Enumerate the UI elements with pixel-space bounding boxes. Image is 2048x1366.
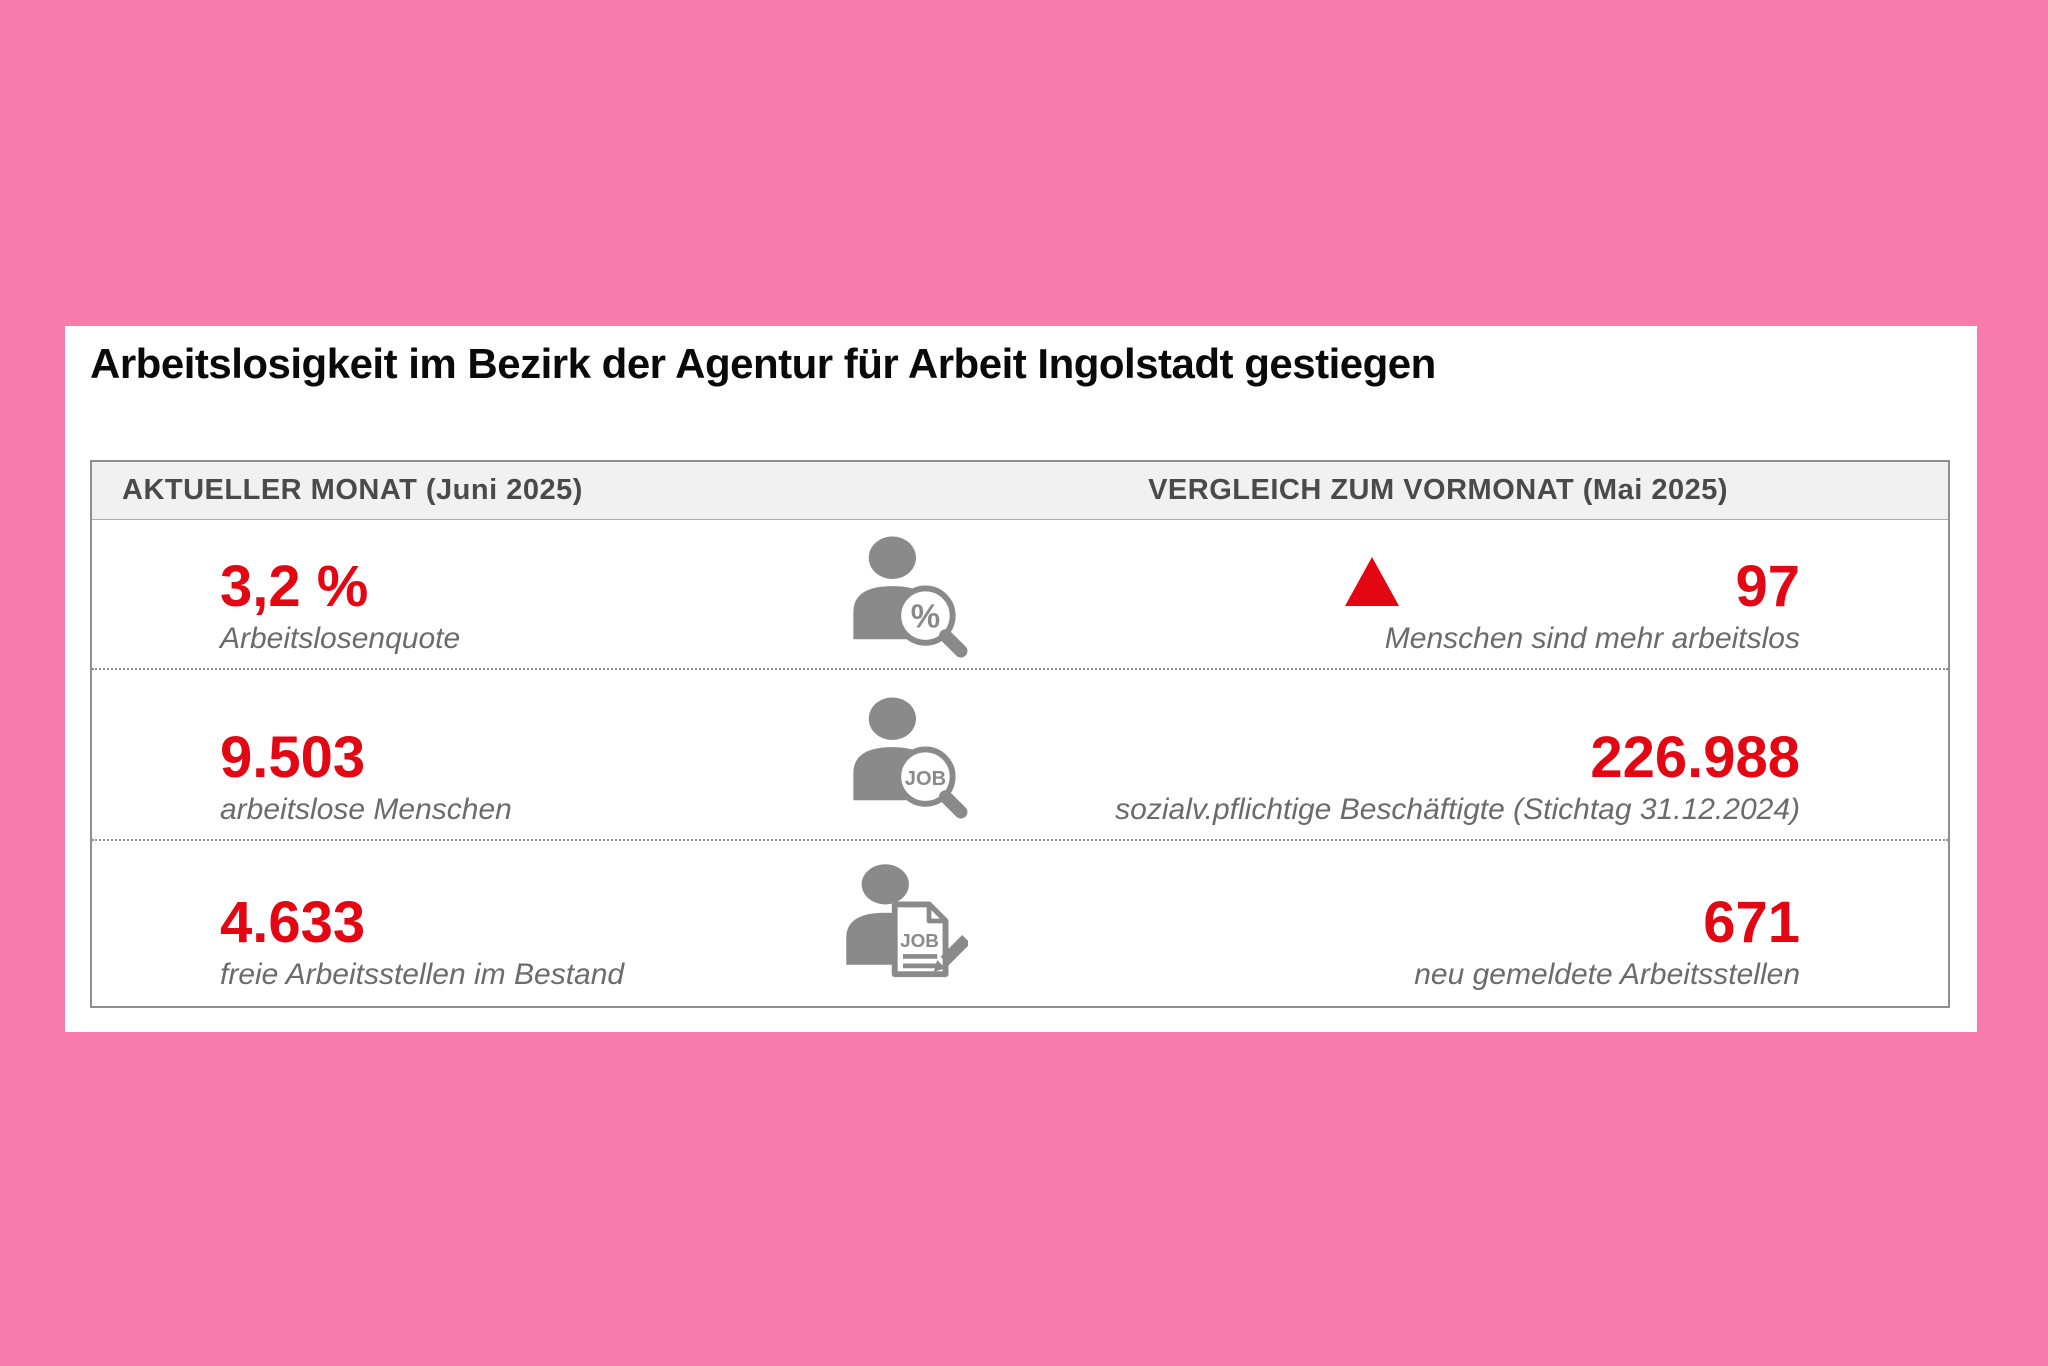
table-row-open-positions: 4.633 freie Arbeitsstellen im Bestand JO… [92, 841, 1948, 1004]
document-badge-text: JOB [900, 930, 939, 951]
person-job-magnifier-svg: JOB [853, 696, 968, 819]
person-head [868, 696, 916, 740]
stat-value: 97 [1735, 553, 1800, 619]
stat-value: 671 [1703, 889, 1800, 955]
table-row-unemployment-rate: 3,2 % Arbeitslosenquote % 97 Menschen si… [92, 520, 1948, 670]
stat-label: Arbeitslosenquote [220, 622, 461, 655]
previous-month-cell: 671 neu gemeldete Arbeitsstellen [1414, 841, 1800, 1004]
stats-table: AKTUELLER MONAT (Juni 2025) VERGLEICH ZU… [90, 460, 1950, 1008]
person-head [861, 863, 909, 904]
column-header-current-month: AKTUELLER MONAT (Juni 2025) [122, 474, 583, 506]
stat-label: Menschen sind mehr arbeitslos [1384, 622, 1800, 655]
person-head [868, 536, 916, 579]
trend-up-icon [1345, 557, 1399, 606]
person-job-document-svg: JOB [846, 863, 968, 977]
person-job-document-icon: JOB [838, 861, 968, 991]
magnifier-badge-text: JOB [905, 767, 946, 789]
person-percent-magnifier-icon: % [838, 533, 968, 663]
magnifier-glass [895, 745, 956, 807]
stat-value: 3,2 % [220, 553, 369, 619]
magnifier-badge-text: % [911, 598, 940, 635]
magnifier-glass [895, 585, 956, 646]
stat-label: neu gemeldete Arbeitsstellen [1414, 958, 1800, 991]
stat-label: sozialv.pflichtige Beschäftigte (Stichta… [1115, 793, 1800, 826]
column-header-previous-month: VERGLEICH ZUM VORMONAT (Mai 2025) [1148, 474, 1728, 506]
stat-value: 226.988 [1590, 724, 1800, 790]
table-header-row: AKTUELLER MONAT (Juni 2025) VERGLEICH ZU… [92, 462, 1948, 520]
stat-value: 4.633 [220, 889, 366, 955]
previous-month-cell: 97 Menschen sind mehr arbeitslos [1385, 520, 1800, 668]
table-row-unemployed-people: 9.503 arbeitslose Menschen JOB 226.988 s… [92, 670, 1948, 841]
previous-month-cell: 226.988 sozialv.pflichtige Beschäftigte … [1115, 670, 1800, 839]
magnifier-handle [939, 789, 968, 819]
magnifier-handle [939, 629, 968, 658]
person-job-magnifier-icon: JOB [838, 693, 968, 823]
pencil-icon [933, 934, 968, 972]
person-percent-magnifier-svg: % [853, 536, 968, 658]
current-month-cell: 3,2 % Arbeitslosenquote [220, 520, 460, 668]
report-card: Arbeitslosigkeit im Bezirk der Agentur f… [65, 326, 1977, 1032]
document-fold [926, 901, 948, 923]
page-title: Arbeitslosigkeit im Bezirk der Agentur f… [90, 340, 1436, 387]
current-month-cell: 9.503 arbeitslose Menschen [220, 670, 512, 839]
stat-value: 9.503 [220, 724, 366, 790]
stat-label: arbeitslose Menschen [220, 793, 512, 826]
current-month-cell: 4.633 freie Arbeitsstellen im Bestand [220, 841, 624, 1004]
stat-label: freie Arbeitsstellen im Bestand [220, 958, 625, 991]
